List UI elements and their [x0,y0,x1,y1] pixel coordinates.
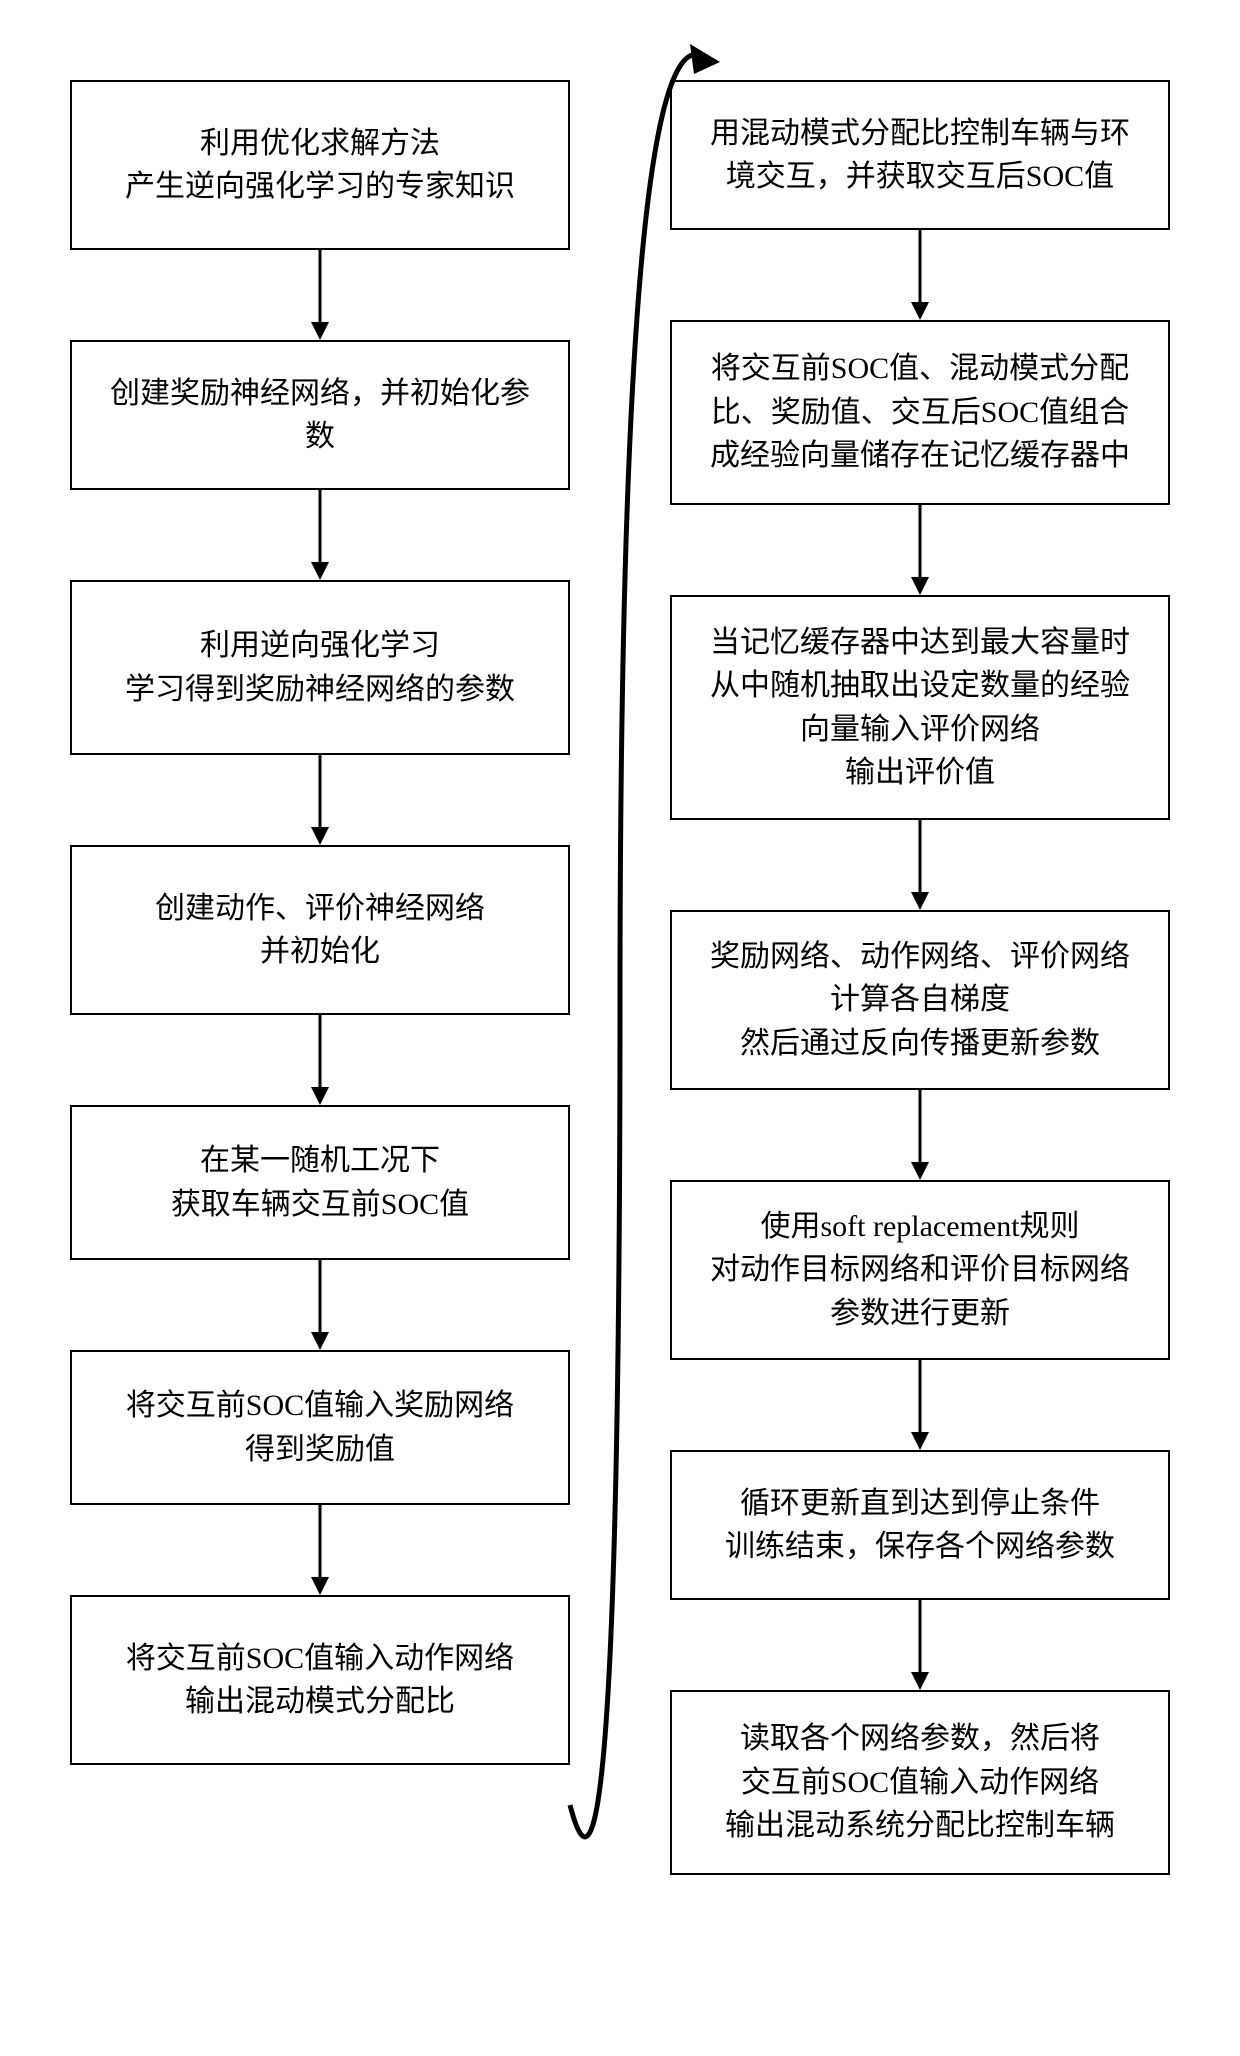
node-L6: 将交互前SOC值输入奖励网络 得到奖励值 [70,1350,570,1505]
arrow-L3-L4 [70,755,570,845]
arrow-L6-L7 [70,1505,570,1595]
arrow-R2-R3 [670,505,1170,595]
node-L2: 创建奖励神经网络，并初始化参 数 [70,340,570,490]
right-column: 用混动模式分配比控制车辆与环 境交互，并获取交互后SOC值 将交互前SOC值、混… [670,80,1170,1875]
flowchart-container: 利用优化求解方法 产生逆向强化学习的专家知识 创建奖励神经网络，并初始化参 数 … [0,0,1240,2056]
node-R5: 使用soft replacement规则 对动作目标网络和评价目标网络 参数进行… [670,1180,1170,1360]
node-L7: 将交互前SOC值输入动作网络 输出混动模式分配比 [70,1595,570,1765]
arrow-L2-L3 [70,490,570,580]
node-R3: 当记忆缓存器中达到最大容量时 从中随机抽取出设定数量的经验 向量输入评价网络 输… [670,595,1170,820]
node-R6: 循环更新直到达到停止条件 训练结束，保存各个网络参数 [670,1450,1170,1600]
node-L3: 利用逆向强化学习 学习得到奖励神经网络的参数 [70,580,570,755]
arrow-R3-R4 [670,820,1170,910]
node-L4: 创建动作、评价神经网络 并初始化 [70,845,570,1015]
arrow-L4-L5 [70,1015,570,1105]
node-R1: 用混动模式分配比控制车辆与环 境交互，并获取交互后SOC值 [670,80,1170,230]
node-L5: 在某一随机工况下 获取车辆交互前SOC值 [70,1105,570,1260]
arrow-L5-L6 [70,1260,570,1350]
arrow-R4-R5 [670,1090,1170,1180]
arrow-R5-R6 [670,1360,1170,1450]
node-R4: 奖励网络、动作网络、评价网络 计算各自梯度 然后通过反向传播更新参数 [670,910,1170,1090]
node-R7: 读取各个网络参数，然后将 交互前SOC值输入动作网络 输出混动系统分配比控制车辆 [670,1690,1170,1875]
arrow-L1-L2 [70,250,570,340]
left-column: 利用优化求解方法 产生逆向强化学习的专家知识 创建奖励神经网络，并初始化参 数 … [70,80,570,1765]
arrow-R1-R2 [670,230,1170,320]
arrow-R6-R7 [670,1600,1170,1690]
node-L1: 利用优化求解方法 产生逆向强化学习的专家知识 [70,80,570,250]
node-R2: 将交互前SOC值、混动模式分配 比、奖励值、交互后SOC值组合 成经验向量储存在… [670,320,1170,505]
